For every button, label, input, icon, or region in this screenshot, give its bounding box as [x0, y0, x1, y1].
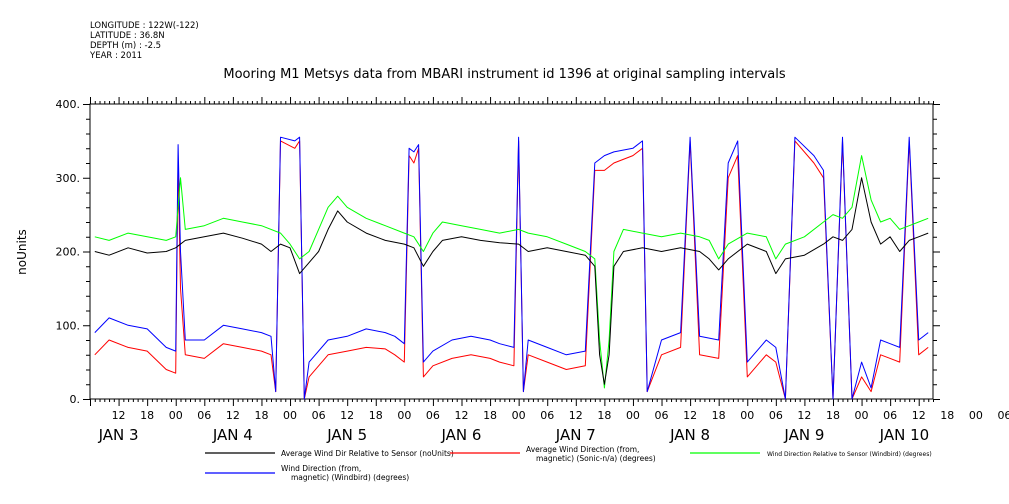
legend-label: Average Wind Dir Relative to Sensor (noU… — [281, 449, 454, 458]
x-tick-label: 06 — [197, 409, 211, 422]
x-tick-label: 00 — [855, 409, 869, 422]
meta-depth: DEPTH (m) : -2.5 — [90, 41, 162, 51]
x-tick-label: 06 — [312, 409, 326, 422]
legend-label: magnetic) (Windbird) (degrees) — [291, 473, 409, 482]
x-tick-label: 12 — [683, 409, 697, 422]
series-line — [94, 177, 929, 385]
x-tick-label: 18 — [826, 409, 840, 422]
x-tick-label: 18 — [140, 409, 154, 422]
x-tick-label: 18 — [940, 409, 954, 422]
series-line — [94, 136, 929, 400]
series-line — [94, 155, 929, 389]
x-day-label: JAN 8 — [669, 426, 710, 444]
x-tick-label: 18 — [712, 409, 726, 422]
x-tick-label: 12 — [569, 409, 583, 422]
x-tick-label: 18 — [369, 409, 383, 422]
chart-title: Mooring M1 Metsys data from MBARI instru… — [223, 67, 786, 82]
y-tick-label: 200. — [56, 246, 81, 259]
x-tick-label: 18 — [483, 409, 497, 422]
meta-latitude: LATITUDE : 36.8N — [90, 31, 165, 41]
legend-label: magnetic) (Sonic-n/a) (degrees) — [536, 454, 656, 463]
x-tick-label: 00 — [169, 409, 183, 422]
y-tick-label: 0. — [70, 393, 81, 406]
x-tick-label: 12 — [112, 409, 126, 422]
x-tick-label: 12 — [912, 409, 926, 422]
meta-year: YEAR : 2011 — [90, 51, 143, 61]
x-tick-label: 18 — [597, 409, 611, 422]
x-tick-label: 12 — [454, 409, 468, 422]
x-tick-label: 00 — [283, 409, 297, 422]
x-tick-label: 06 — [540, 409, 554, 422]
x-tick-label: 00 — [397, 409, 411, 422]
x-tick-label: 00 — [626, 409, 640, 422]
legend-label: Wind Direction Relative to Sensor (Windb… — [767, 451, 932, 458]
x-day-label: JAN 10 — [879, 426, 930, 444]
series-line — [94, 140, 929, 400]
legend-label: Average Wind Direction (from, — [526, 445, 639, 454]
x-day-label: JAN 6 — [441, 426, 482, 444]
x-tick-label: 00 — [512, 409, 526, 422]
x-tick-label: 06 — [426, 409, 440, 422]
x-tick-label: 12 — [340, 409, 354, 422]
x-tick-label: 06 — [997, 409, 1009, 422]
x-tick-label: 12 — [797, 409, 811, 422]
y-tick-label: 100. — [56, 319, 81, 332]
x-tick-label: 12 — [226, 409, 240, 422]
x-day-label: JAN 3 — [98, 426, 139, 444]
meta-longitude: LONGITUDE : 122W(-122) — [90, 21, 199, 31]
x-day-label: JAN 7 — [555, 426, 596, 444]
x-tick-label: 00 — [969, 409, 983, 422]
x-tick-label: 06 — [655, 409, 669, 422]
x-day-label: JAN 5 — [326, 426, 367, 444]
x-day-label: JAN 9 — [783, 426, 824, 444]
x-tick-label: 06 — [883, 409, 897, 422]
station-metadata: LONGITUDE : 122W(-122) LATITUDE : 36.8N DE… — [90, 21, 199, 61]
y-tick-label: 300. — [56, 172, 81, 185]
x-tick-label: 00 — [740, 409, 754, 422]
legend-label: Wind Direction (from, — [281, 464, 361, 473]
x-day-label: JAN 4 — [212, 426, 253, 444]
y-tick-label: 400. — [56, 98, 81, 111]
x-tick-label: 18 — [254, 409, 268, 422]
x-tick-label: 06 — [769, 409, 783, 422]
